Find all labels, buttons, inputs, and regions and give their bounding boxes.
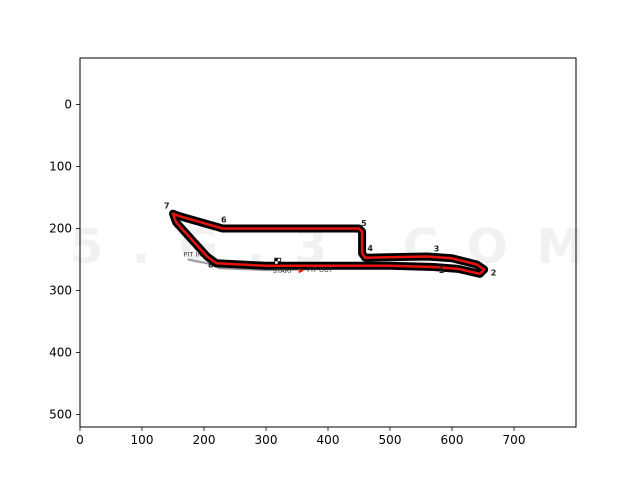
y-tick-label: 500: [49, 408, 72, 422]
annotation-pit-out: PIT OUT: [307, 266, 333, 274]
x-tick-label: 400: [317, 433, 340, 447]
x-tick-label: 700: [503, 433, 526, 447]
x-tick-label: 600: [441, 433, 464, 447]
corner-label-3: 3: [434, 244, 440, 253]
track-layer: [169, 209, 489, 278]
corner-label-2: 2: [491, 269, 497, 278]
y-tick-label: 400: [49, 346, 72, 360]
tick-layer: 0 100 200 300 400 500 600 700 0 100 200 300 400 500: [49, 98, 525, 447]
corner-label-8: 8: [208, 261, 214, 270]
label-layer: 1 2 3 4 5 6 7 8 PIT IN PIT OUT START: [164, 202, 496, 278]
x-tick-label: 0: [76, 433, 84, 447]
x-tick-label: 300: [255, 433, 278, 447]
y-tick-label: 0: [64, 98, 72, 112]
x-tick-label: 500: [379, 433, 402, 447]
corner-label-5: 5: [361, 219, 367, 228]
axes-background: [80, 58, 576, 427]
corner-label-4: 4: [367, 244, 373, 253]
annotation-pit-in: PIT IN: [184, 250, 203, 258]
y-tick-label: 300: [49, 284, 72, 298]
x-tick-label: 200: [193, 433, 216, 447]
corner-label-6: 6: [221, 215, 227, 224]
x-tick-label: 100: [131, 433, 154, 447]
racing-line: [171, 212, 486, 276]
annotation-start: START: [273, 267, 293, 275]
start-finish-flag-square: [274, 258, 278, 262]
corner-label-1: 1: [439, 266, 445, 275]
start-arrow: [298, 268, 304, 274]
y-tick-label: 100: [49, 160, 72, 174]
corner-label-7: 7: [164, 202, 170, 211]
y-tick-label: 200: [49, 222, 72, 236]
start-finish-flag-square: [277, 261, 281, 265]
